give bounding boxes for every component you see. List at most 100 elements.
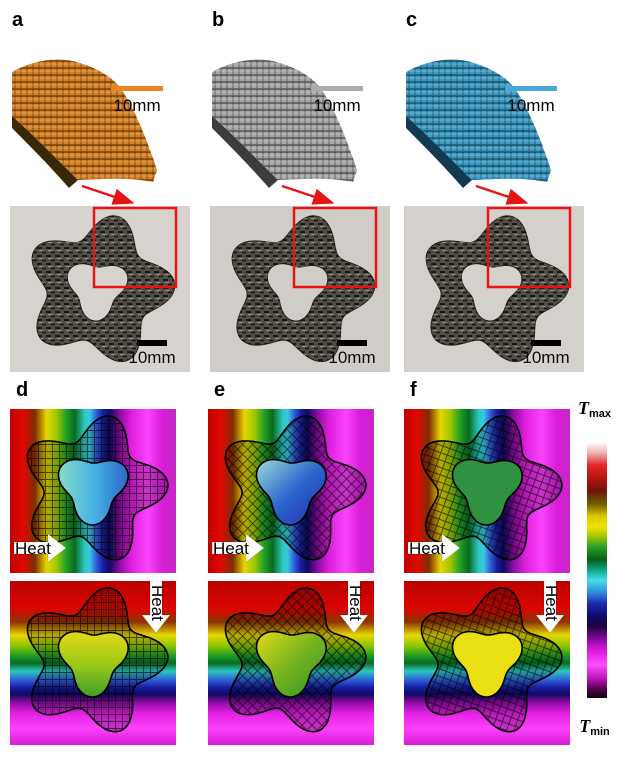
highlight-box (486, 206, 572, 289)
heat-arrow-icon (211, 533, 265, 563)
tmax-label: Tmax (566, 398, 623, 420)
ring-outline (26, 587, 169, 733)
panel-letter: e (214, 379, 226, 401)
heat-label: Heat (409, 539, 445, 558)
render-texture (12, 59, 157, 182)
scale-bar-line (505, 86, 557, 91)
heat-label: Heat (148, 585, 167, 621)
panel-top-0: a 10mm 10mm (6, 8, 206, 382)
simulation-overlay: Heat (407, 415, 563, 563)
simulation-overlay: Heat (224, 581, 369, 733)
heat-arrow-icon (407, 533, 461, 563)
scale-bar-label: 10mm (313, 96, 361, 115)
photo-scale-bar: 10mm (322, 340, 382, 368)
heat-arrow-icon (141, 581, 171, 634)
scale-bar: 10mm (502, 86, 560, 116)
ring-hole (255, 630, 328, 698)
ring-hole (57, 458, 130, 526)
panel-top-1: b 10mm 10mm (206, 8, 406, 382)
heat-arrow-down: Heat (535, 581, 565, 634)
heat-arrow-down: Heat (141, 581, 171, 634)
render-underside (12, 116, 78, 188)
render-texture (406, 59, 551, 182)
photo-content (231, 206, 378, 363)
scale-bar-line (311, 86, 363, 91)
photo-scale-bar-line (137, 340, 167, 346)
tmin-label: Tmin (566, 716, 623, 738)
ring-mesh (27, 416, 168, 560)
zoom-arrow-icon (81, 184, 135, 205)
photo-scale-bar-line (337, 340, 367, 346)
ring-mesh (225, 416, 366, 560)
highlight-box (292, 206, 378, 289)
temperature-colorbar: Tmax Tmin (566, 398, 623, 746)
photo-scale-bar-label: 10mm (328, 348, 376, 367)
heat-label: Heat (213, 539, 249, 558)
colorbar-gradient (587, 442, 607, 698)
zoom-arrow-icon (281, 184, 335, 205)
scale-bar: 10mm (108, 86, 166, 116)
min-subscript: min (590, 726, 610, 738)
panel-bottom-0: d Heat (6, 380, 178, 752)
simulation-horizontal-heat: Heat (10, 409, 176, 573)
photo-scale-bar-label: 10mm (128, 348, 176, 367)
lattice-ring-texture (426, 215, 569, 362)
panel-bottom-2: f Heat (400, 380, 572, 752)
ring-mesh (27, 588, 168, 732)
lattice-ring-texture (32, 215, 175, 362)
heat-arrow-right: Heat (211, 533, 265, 563)
scale-bar-label: 10mm (113, 96, 161, 115)
ring-mesh (225, 588, 366, 732)
zoom-arrow-icon (475, 184, 529, 205)
heat-label: Heat (346, 585, 365, 621)
ring-outline (420, 587, 563, 733)
scale-bar-label: 10mm (507, 96, 555, 115)
panel-top-2: c 10mm 10mm (400, 8, 600, 382)
heat-arrow-icon (339, 581, 369, 634)
max-subscript: max (588, 408, 612, 420)
panel-letter: c (406, 9, 418, 31)
lattice-ring-texture (232, 215, 375, 362)
photo-content (31, 206, 178, 363)
simulation-vertical-heat: Heat (404, 581, 570, 745)
scale-bar-line (111, 86, 163, 91)
scale-bar: 10mm (308, 86, 366, 116)
ring-hole (451, 630, 524, 698)
t-symbol: T (577, 398, 589, 418)
simulation-overlay: Heat (26, 581, 171, 733)
photo-scale-bar: 10mm (516, 340, 576, 368)
simulation-horizontal-heat: Heat (208, 409, 374, 573)
panel-bottom-1: e Heat (204, 380, 376, 752)
heat-label: Heat (542, 585, 561, 621)
panel-letter: b (212, 9, 225, 31)
render-underside (406, 116, 472, 188)
heat-arrow-icon (535, 581, 565, 634)
ring-hole (451, 458, 524, 526)
ring-mesh (421, 588, 562, 732)
simulation-overlay: Heat (420, 581, 565, 733)
sample-photo: 10mm (210, 206, 390, 372)
ring-outline (26, 415, 169, 561)
sample-photo: 10mm (404, 206, 584, 372)
heat-arrow-icon (13, 533, 67, 563)
highlight-box (92, 206, 178, 289)
render-underside (212, 116, 278, 188)
simulation-overlay: Heat (211, 415, 367, 563)
simulation-vertical-heat: Heat (10, 581, 176, 745)
panel-letter: a (12, 9, 24, 31)
heat-arrow-down: Heat (339, 581, 369, 634)
t-symbol: T (579, 716, 591, 736)
photo-scale-bar: 10mm (122, 340, 182, 368)
render-texture (212, 59, 357, 182)
panel-letter: d (16, 379, 29, 401)
photo-scale-bar-label: 10mm (522, 348, 570, 367)
simulation-vertical-heat: Heat (208, 581, 374, 745)
ring-mesh (421, 416, 562, 560)
ring-outline (224, 415, 367, 561)
ring-outline (420, 415, 563, 561)
ring-hole (57, 630, 130, 698)
heat-label: Heat (15, 539, 51, 558)
photo-scale-bar-line (531, 340, 561, 346)
panel-letter: f (410, 379, 417, 401)
